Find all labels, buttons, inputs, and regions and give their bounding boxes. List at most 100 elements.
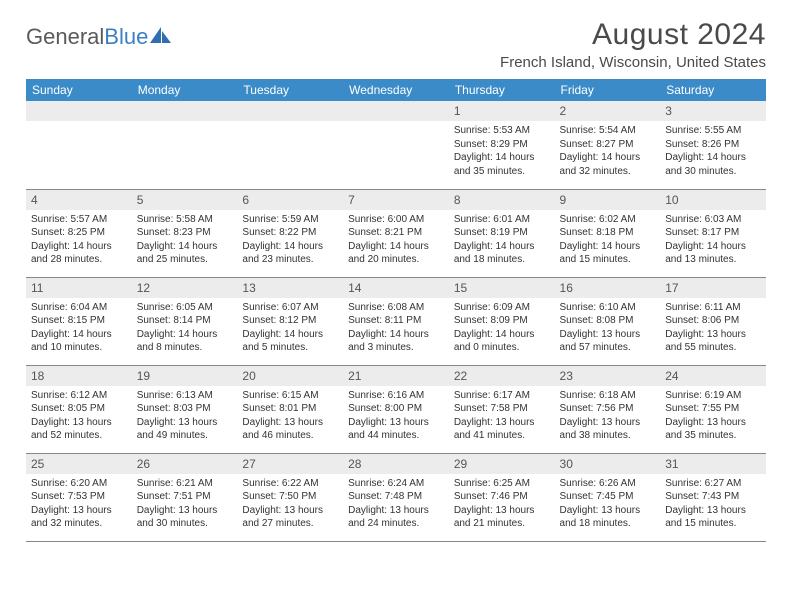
sunset-line: Sunset: 8:00 PM [348, 402, 444, 416]
daylight-line: and 24 minutes. [348, 517, 444, 531]
daylight-line: Daylight: 13 hours [137, 504, 233, 518]
sunrise-line: Sunrise: 6:18 AM [560, 389, 656, 403]
daylight-line: Daylight: 13 hours [560, 328, 656, 342]
calendar-week-row: 4Sunrise: 5:57 AMSunset: 8:25 PMDaylight… [26, 189, 766, 277]
daylight-line: and 25 minutes. [137, 253, 233, 267]
daylight-line: and 35 minutes. [454, 165, 550, 179]
daylight-line: Daylight: 13 hours [348, 416, 444, 430]
sunset-line: Sunset: 7:48 PM [348, 490, 444, 504]
day-number: 22 [449, 366, 555, 386]
daylight-line: and 55 minutes. [665, 341, 761, 355]
daylight-line: Daylight: 14 hours [242, 240, 338, 254]
sunset-line: Sunset: 7:50 PM [242, 490, 338, 504]
brand-logo: GeneralBlue [26, 18, 172, 50]
daylight-line: Daylight: 13 hours [665, 416, 761, 430]
calendar-day-cell: 30Sunrise: 6:26 AMSunset: 7:45 PMDayligh… [555, 453, 661, 541]
daylight-line: and 32 minutes. [31, 517, 127, 531]
calendar-day-cell: 27Sunrise: 6:22 AMSunset: 7:50 PMDayligh… [237, 453, 343, 541]
daylight-line: and 18 minutes. [454, 253, 550, 267]
day-number: 14 [343, 278, 449, 298]
sunset-line: Sunset: 8:18 PM [560, 226, 656, 240]
day-number: 12 [132, 278, 238, 298]
day-number: 16 [555, 278, 661, 298]
day-number: 4 [26, 190, 132, 210]
day-number: 8 [449, 190, 555, 210]
daylight-line: Daylight: 13 hours [137, 416, 233, 430]
day-number: 9 [555, 190, 661, 210]
sunrise-line: Sunrise: 6:15 AM [242, 389, 338, 403]
day-number: 25 [26, 454, 132, 474]
daylight-line: and 52 minutes. [31, 429, 127, 443]
sunrise-line: Sunrise: 6:17 AM [454, 389, 550, 403]
sunset-line: Sunset: 8:25 PM [31, 226, 127, 240]
sunrise-line: Sunrise: 6:04 AM [31, 301, 127, 315]
calendar-day-cell: 1Sunrise: 5:53 AMSunset: 8:29 PMDaylight… [449, 101, 555, 189]
weekday-header: Saturday [660, 79, 766, 101]
calendar-day-cell: 8Sunrise: 6:01 AMSunset: 8:19 PMDaylight… [449, 189, 555, 277]
sunrise-line: Sunrise: 6:13 AM [137, 389, 233, 403]
sunset-line: Sunset: 8:03 PM [137, 402, 233, 416]
day-number: 7 [343, 190, 449, 210]
sunrise-line: Sunrise: 6:07 AM [242, 301, 338, 315]
calendar-day-cell: 4Sunrise: 5:57 AMSunset: 8:25 PMDaylight… [26, 189, 132, 277]
sunrise-line: Sunrise: 5:55 AM [665, 124, 761, 138]
daylight-line: and 18 minutes. [560, 517, 656, 531]
weekday-header-row: Sunday Monday Tuesday Wednesday Thursday… [26, 79, 766, 101]
daylight-line: Daylight: 13 hours [242, 416, 338, 430]
sunrise-line: Sunrise: 6:19 AM [665, 389, 761, 403]
day-number: 2 [555, 101, 661, 121]
daylight-line: Daylight: 13 hours [31, 504, 127, 518]
calendar-day-cell: 5Sunrise: 5:58 AMSunset: 8:23 PMDaylight… [132, 189, 238, 277]
daylight-line: and 49 minutes. [137, 429, 233, 443]
sunset-line: Sunset: 8:05 PM [31, 402, 127, 416]
day-number: 1 [449, 101, 555, 121]
day-number: 29 [449, 454, 555, 474]
calendar-day-cell: 15Sunrise: 6:09 AMSunset: 8:09 PMDayligh… [449, 277, 555, 365]
sunrise-line: Sunrise: 6:12 AM [31, 389, 127, 403]
daylight-line: and 30 minutes. [665, 165, 761, 179]
sunset-line: Sunset: 8:17 PM [665, 226, 761, 240]
sunrise-line: Sunrise: 6:05 AM [137, 301, 233, 315]
daylight-line: Daylight: 13 hours [560, 504, 656, 518]
daylight-line: and 15 minutes. [665, 517, 761, 531]
sunrise-line: Sunrise: 6:11 AM [665, 301, 761, 315]
daylight-line: and 13 minutes. [665, 253, 761, 267]
daylight-line: Daylight: 13 hours [454, 416, 550, 430]
sunset-line: Sunset: 8:19 PM [454, 226, 550, 240]
calendar-page: GeneralBlue August 2024 French Island, W… [0, 0, 792, 552]
calendar-week-row: 18Sunrise: 6:12 AMSunset: 8:05 PMDayligh… [26, 365, 766, 453]
calendar-day-cell: 28Sunrise: 6:24 AMSunset: 7:48 PMDayligh… [343, 453, 449, 541]
daylight-line: Daylight: 14 hours [137, 240, 233, 254]
sunrise-line: Sunrise: 6:27 AM [665, 477, 761, 491]
calendar-day-cell: 14Sunrise: 6:08 AMSunset: 8:11 PMDayligh… [343, 277, 449, 365]
sunrise-line: Sunrise: 6:21 AM [137, 477, 233, 491]
calendar-week-row: 1Sunrise: 5:53 AMSunset: 8:29 PMDaylight… [26, 101, 766, 189]
daylight-line: Daylight: 13 hours [348, 504, 444, 518]
sunset-line: Sunset: 7:56 PM [560, 402, 656, 416]
sail-icon [150, 27, 172, 50]
daylight-line: Daylight: 13 hours [31, 416, 127, 430]
sunset-line: Sunset: 8:06 PM [665, 314, 761, 328]
day-number: 31 [660, 454, 766, 474]
sunrise-line: Sunrise: 5:53 AM [454, 124, 550, 138]
day-number: 13 [237, 278, 343, 298]
calendar-week-row: 11Sunrise: 6:04 AMSunset: 8:15 PMDayligh… [26, 277, 766, 365]
weekday-header: Friday [555, 79, 661, 101]
weekday-header: Monday [132, 79, 238, 101]
daylight-line: Daylight: 14 hours [665, 240, 761, 254]
sunrise-line: Sunrise: 6:03 AM [665, 213, 761, 227]
daylight-line: Daylight: 14 hours [454, 328, 550, 342]
daylight-line: and 38 minutes. [560, 429, 656, 443]
sunset-line: Sunset: 8:22 PM [242, 226, 338, 240]
sunrise-line: Sunrise: 5:54 AM [560, 124, 656, 138]
daylight-line: and 5 minutes. [242, 341, 338, 355]
day-number: 27 [237, 454, 343, 474]
day-number-empty [132, 101, 238, 121]
sunrise-line: Sunrise: 6:16 AM [348, 389, 444, 403]
sunset-line: Sunset: 7:43 PM [665, 490, 761, 504]
daylight-line: and 41 minutes. [454, 429, 550, 443]
sunset-line: Sunset: 7:51 PM [137, 490, 233, 504]
calendar-day-cell: 23Sunrise: 6:18 AMSunset: 7:56 PMDayligh… [555, 365, 661, 453]
daylight-line: Daylight: 13 hours [454, 504, 550, 518]
calendar-day-cell: 7Sunrise: 6:00 AMSunset: 8:21 PMDaylight… [343, 189, 449, 277]
